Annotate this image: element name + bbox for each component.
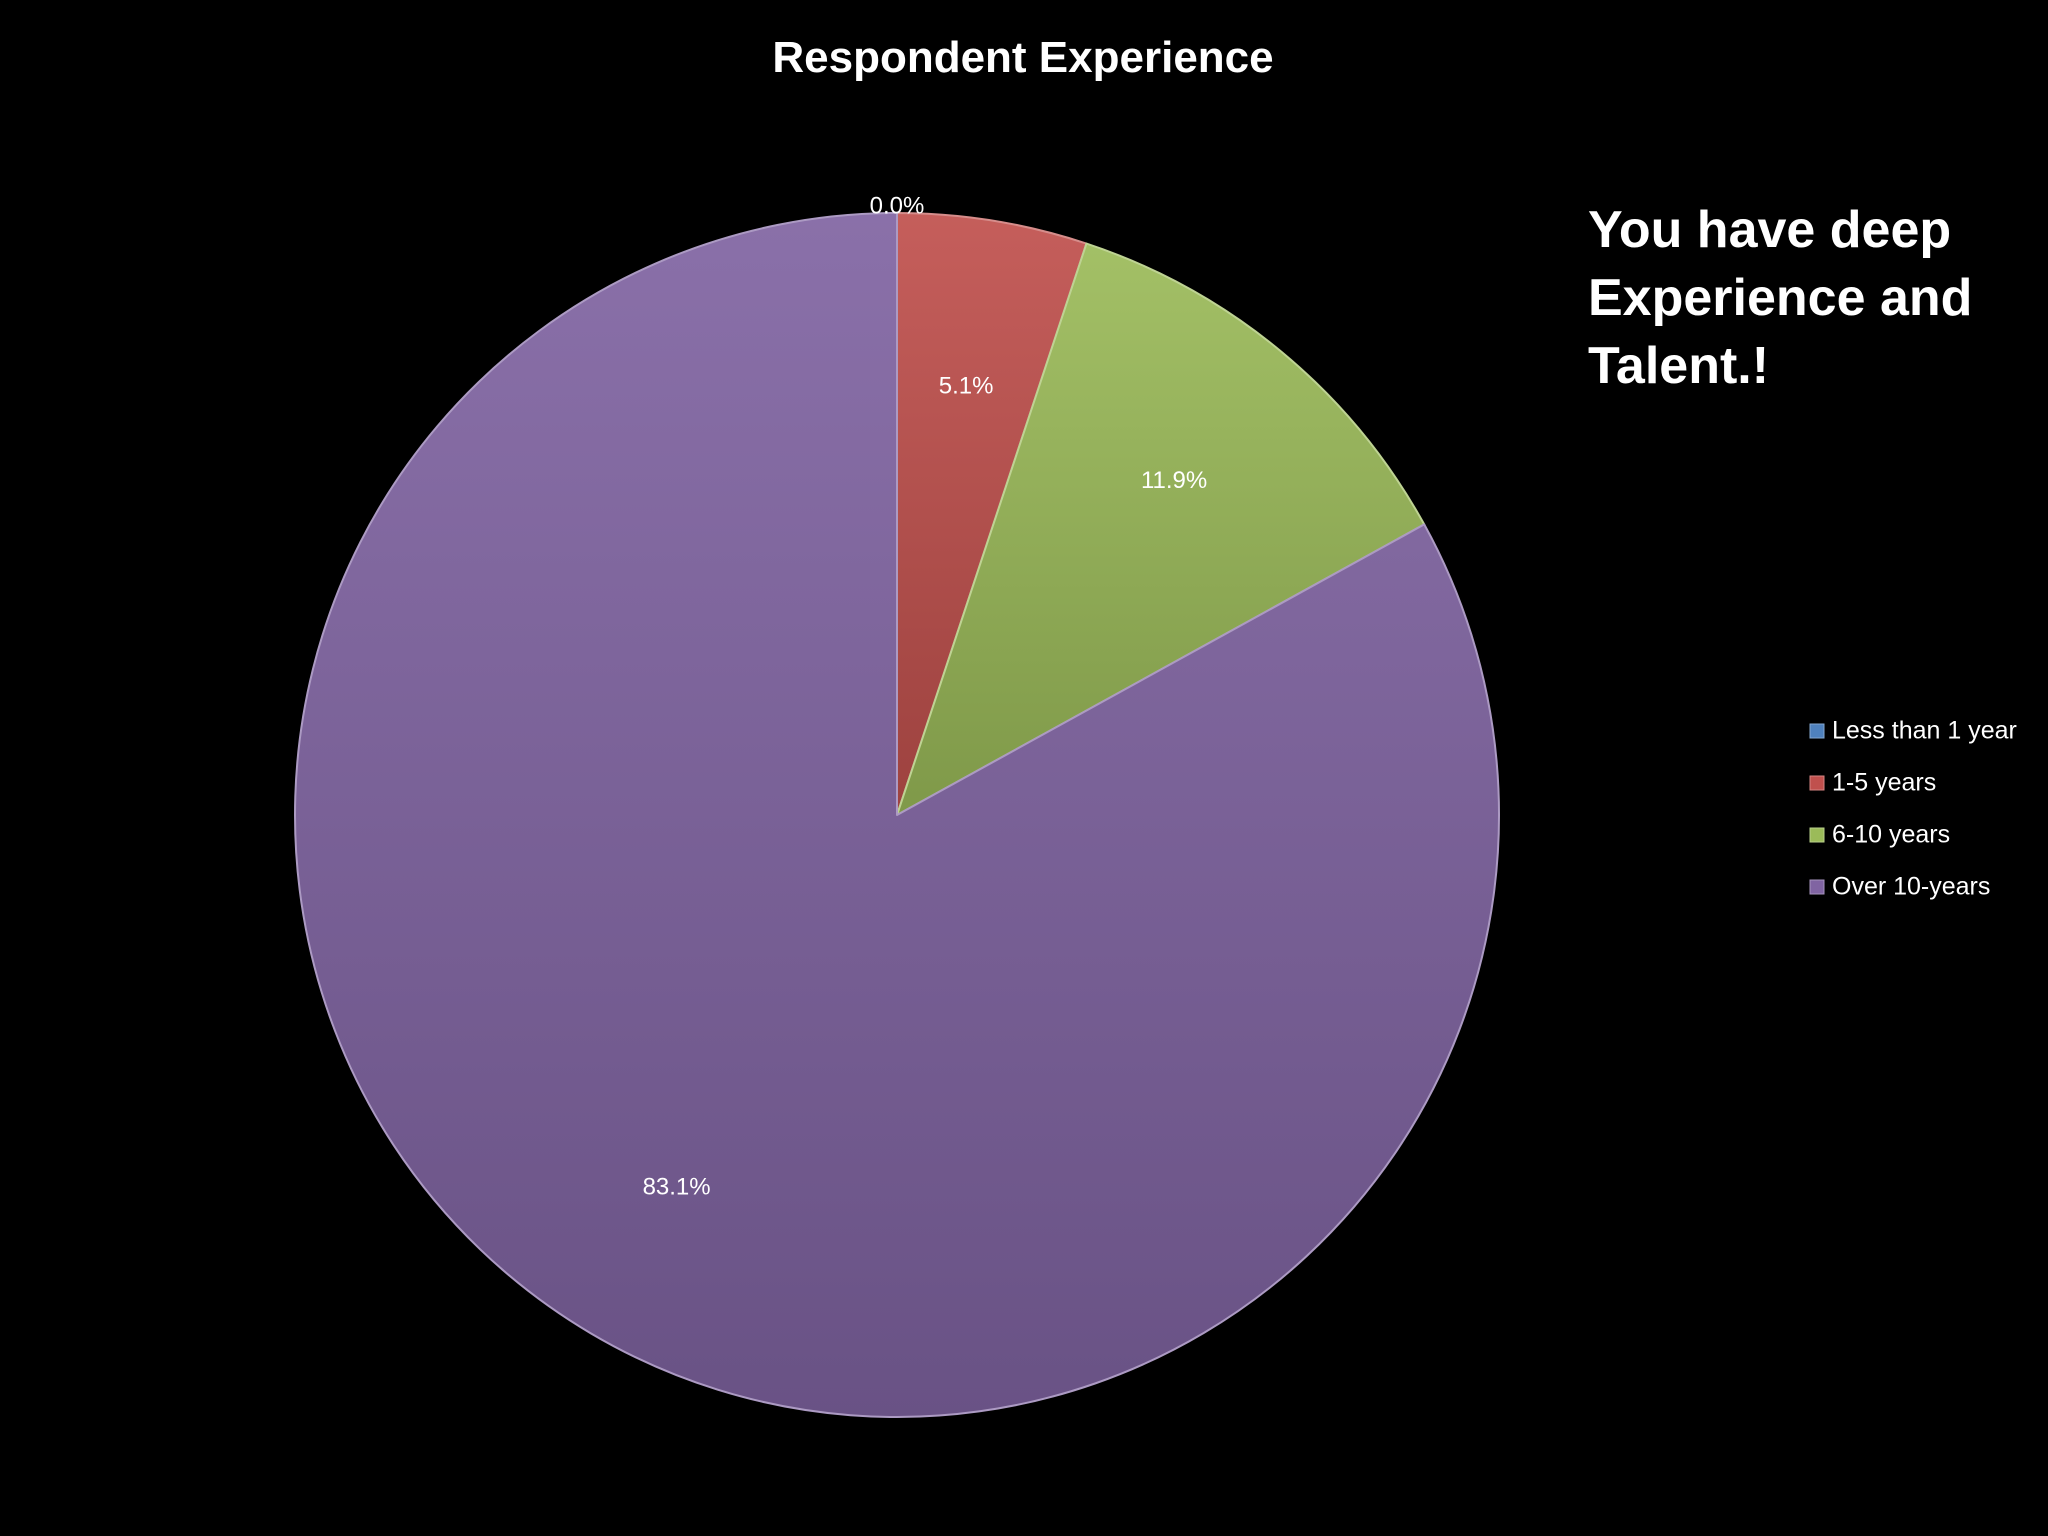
pie-slice bbox=[294, 212, 1500, 1418]
legend-swatch bbox=[1809, 879, 1825, 895]
legend-label: Over 10-years bbox=[1832, 873, 1990, 901]
legend-swatch bbox=[1809, 827, 1825, 843]
data-label: 5.1% bbox=[939, 372, 994, 399]
chart-title: Respondent Experience bbox=[772, 33, 1273, 82]
legend-label: Less than 1 year bbox=[1832, 717, 2017, 745]
pie-data-labels: 0.0% 5.1% 11.9% 83.1% bbox=[643, 192, 1208, 1200]
legend-swatch bbox=[1809, 723, 1825, 739]
chart-legend: Less than 1 year 1-5 years 6-10 years Over … bbox=[1809, 717, 2017, 901]
data-label: 83.1% bbox=[643, 1174, 711, 1201]
pie-slices bbox=[294, 212, 1500, 1418]
callout-text: You have deep Experience and Talent.! bbox=[1588, 196, 2008, 400]
data-label: 0.0% bbox=[870, 192, 925, 219]
legend-swatch bbox=[1809, 775, 1825, 791]
legend-label: 6-10 years bbox=[1832, 821, 1950, 849]
data-label: 11.9% bbox=[1141, 467, 1207, 494]
callout-line: Experience and bbox=[1588, 269, 1973, 327]
callout-line: Talent.! bbox=[1588, 337, 1770, 395]
callout-line: You have deep bbox=[1588, 201, 1952, 259]
pie-slice bbox=[896, 242, 1426, 816]
legend-label: 1-5 years bbox=[1832, 769, 1936, 797]
pie-slice bbox=[896, 212, 1088, 816]
